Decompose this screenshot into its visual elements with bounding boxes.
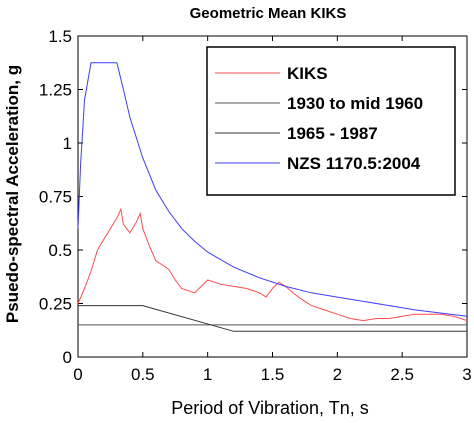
series-line-2 (78, 305, 467, 332)
legend-box (206, 46, 456, 196)
series-line-0 (77, 207, 468, 322)
y-tick-label: 0.75 (39, 188, 72, 207)
legend-label-3: NZS 1170.5:2004 (287, 154, 421, 173)
legend-label-2: 1965 - 1987 (287, 124, 378, 143)
series-line-3 (77, 62, 468, 317)
y-tick-label: 0.5 (48, 241, 72, 260)
x-axis-label: Period of Vibration, Tn, s (171, 398, 368, 418)
y-tick-label: 0 (63, 348, 72, 367)
series-lines (77, 62, 468, 332)
y-axis-label: Psuedo-spectral Acceleration, g (3, 65, 22, 323)
legend-label-0: KIKS (287, 64, 328, 83)
y-tick-label: 1.25 (39, 81, 72, 100)
chart-title: Geometric Mean KIKS (190, 5, 347, 22)
y-tick-label: 0.25 (39, 295, 72, 314)
legend: KIKS 1930 to mid 1960 1965 - 1987 NZS 1170.… (206, 46, 456, 196)
x-tick-label: 2 (333, 365, 342, 384)
x-tick-label: 2.5 (390, 365, 414, 384)
x-tick-label: 1.5 (261, 365, 285, 384)
legend-label-1: 1930 to mid 1960 (287, 94, 423, 113)
x-tick-label: 3 (462, 365, 471, 384)
x-tick-label: 0 (73, 365, 82, 384)
y-tick-label: 1.5 (48, 27, 72, 46)
x-tick-label: 1 (203, 365, 212, 384)
axis-ticks: 0 0.5 1 1.5 2 2.5 3 0 0.25 0.5 0.75 1 1.25 1.5 (39, 27, 472, 384)
y-tick-label: 1 (63, 134, 72, 153)
x-tick-label: 0.5 (131, 365, 155, 384)
